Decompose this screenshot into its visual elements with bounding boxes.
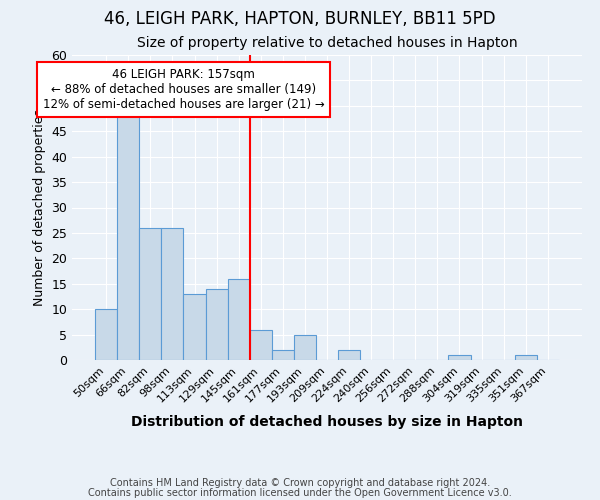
Text: Contains HM Land Registry data © Crown copyright and database right 2024.: Contains HM Land Registry data © Crown c… xyxy=(110,478,490,488)
Bar xyxy=(294,334,316,360)
Text: 46, LEIGH PARK, HAPTON, BURNLEY, BB11 5PD: 46, LEIGH PARK, HAPTON, BURNLEY, BB11 5P… xyxy=(104,10,496,28)
Bar xyxy=(161,228,184,360)
Text: 46 LEIGH PARK: 157sqm
← 88% of detached houses are smaller (149)
12% of semi-det: 46 LEIGH PARK: 157sqm ← 88% of detached … xyxy=(43,68,325,110)
Text: Contains public sector information licensed under the Open Government Licence v3: Contains public sector information licen… xyxy=(88,488,512,498)
Bar xyxy=(184,294,206,360)
Bar xyxy=(250,330,272,360)
Bar xyxy=(515,355,537,360)
Bar xyxy=(95,309,117,360)
Bar xyxy=(272,350,294,360)
Title: Size of property relative to detached houses in Hapton: Size of property relative to detached ho… xyxy=(137,36,517,50)
Bar xyxy=(227,278,250,360)
Y-axis label: Number of detached properties: Number of detached properties xyxy=(32,109,46,306)
Bar xyxy=(448,355,470,360)
Bar xyxy=(206,289,227,360)
X-axis label: Distribution of detached houses by size in Hapton: Distribution of detached houses by size … xyxy=(131,415,523,429)
Bar xyxy=(139,228,161,360)
Bar xyxy=(117,111,139,360)
Bar xyxy=(338,350,360,360)
